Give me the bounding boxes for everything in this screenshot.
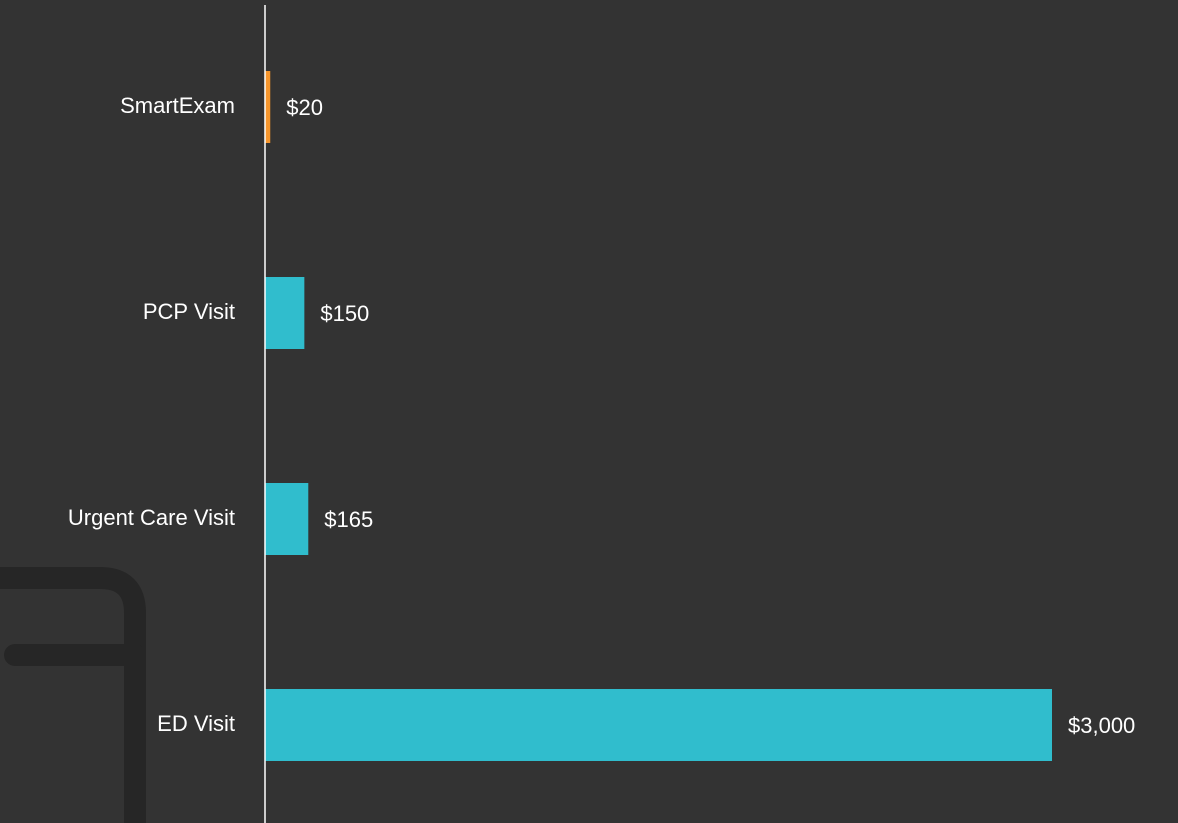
- category-label: Urgent Care Visit: [68, 505, 235, 530]
- decoration-arc: [0, 567, 146, 823]
- bar: [265, 483, 309, 555]
- value-label: $20: [286, 95, 323, 120]
- category-label: SmartExam: [120, 93, 235, 118]
- category-label: ED Visit: [157, 711, 235, 736]
- decoration: [0, 567, 146, 823]
- bar: [265, 689, 1052, 761]
- value-label: $165: [324, 507, 373, 532]
- value-label: $3,000: [1068, 713, 1135, 738]
- bar: [265, 71, 271, 143]
- bar: [265, 277, 305, 349]
- category-label: PCP Visit: [143, 299, 235, 324]
- value-label: $150: [320, 301, 369, 326]
